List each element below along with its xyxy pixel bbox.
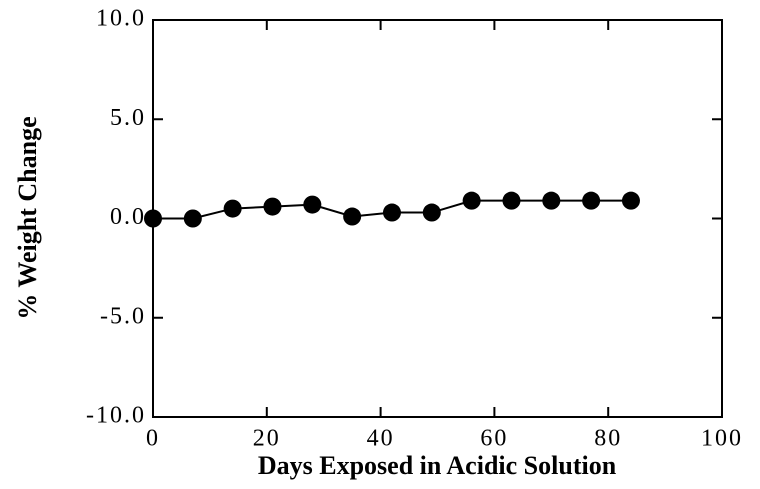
y-tick-label: -5.0	[100, 303, 146, 329]
data-point	[502, 191, 521, 210]
data-point	[582, 191, 601, 210]
x-tick-label: 0	[146, 426, 160, 452]
data-point	[223, 199, 242, 218]
y-tick-label: -10.0	[86, 403, 146, 429]
x-tick-label: 100	[701, 426, 743, 452]
x-axis-label: Days Exposed in Acidic Solution	[258, 451, 617, 480]
data-point	[462, 191, 481, 210]
data-point	[422, 203, 441, 222]
x-tick-label: 20	[253, 426, 281, 452]
data-point	[621, 191, 640, 210]
data-point	[382, 203, 401, 222]
data-point	[542, 191, 561, 210]
data-point	[263, 197, 282, 216]
y-tick-label: 0.0	[110, 204, 146, 230]
data-point	[303, 195, 322, 214]
x-tick-label: 80	[594, 426, 622, 452]
y-tick-label: 10.0	[96, 6, 146, 32]
y-axis-label: % Weight Change	[13, 116, 42, 319]
x-tick-label: 60	[480, 426, 508, 452]
data-point	[183, 209, 202, 228]
data-point	[144, 209, 162, 228]
y-tick-label: 5.0	[110, 105, 146, 131]
data-point	[343, 207, 362, 226]
x-tick-label: 40	[367, 426, 395, 452]
